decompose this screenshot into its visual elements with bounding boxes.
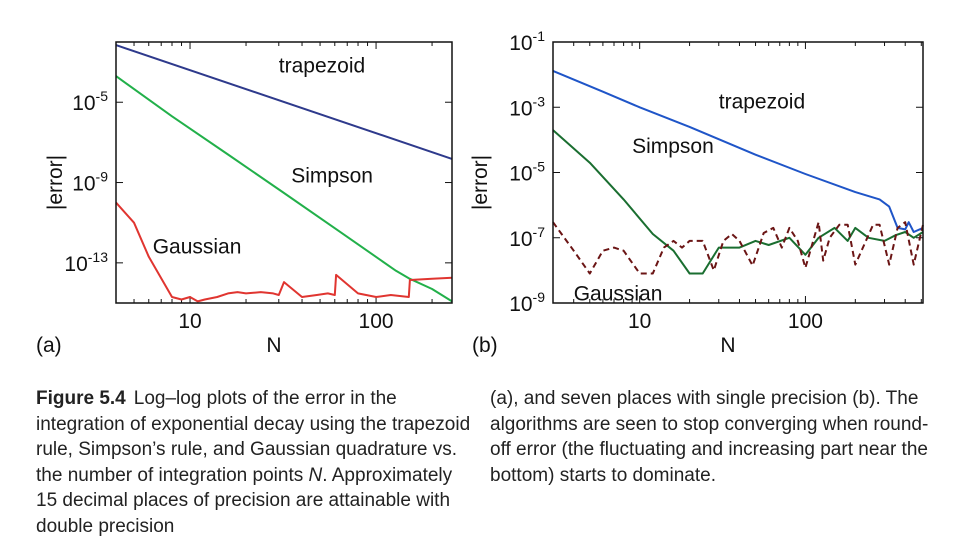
series-label-simpson: Simpson (632, 135, 714, 158)
x-axis-label: N (266, 334, 281, 357)
y-tick-label-exponent: -7 (533, 224, 546, 240)
series-line-gaussian (115, 201, 453, 303)
y-tick-label-base: 10 (509, 32, 532, 55)
plot-frame (552, 41, 924, 304)
y-tick-label-base: 10 (509, 228, 532, 251)
x-axis-label: N (720, 334, 735, 357)
x-tick-label: 10 (628, 310, 651, 333)
y-tick-label-base: 10 (509, 163, 532, 186)
series-line-trapezoid (115, 44, 453, 160)
y-tick-label: 10-7 (509, 224, 545, 251)
y-tick-label-base: 10 (509, 97, 532, 120)
y-tick-label-exponent: -5 (96, 88, 109, 104)
series-label-simpson: Simpson (291, 165, 373, 188)
series-label-gaussian: Gaussian (574, 282, 663, 305)
x-tick-label: 100 (788, 310, 823, 333)
series-line-gaussian (552, 221, 924, 275)
y-tick-label: 10-5 (72, 88, 108, 115)
y-tick-label-exponent: -9 (533, 289, 546, 305)
series-label-trapezoid: trapezoid (279, 55, 365, 78)
figure-label: Figure 5.4 (36, 388, 126, 409)
y-tick-label-exponent: -3 (533, 93, 546, 109)
panel-label: (b) (472, 334, 498, 357)
y-tick-label-exponent: -1 (533, 28, 546, 44)
series-label-trapezoid: trapezoid (719, 91, 805, 114)
y-tick-label: 10-3 (509, 93, 545, 120)
y-tick-label: 10-13 (64, 249, 108, 276)
caption-italic-n: N (308, 464, 323, 486)
y-tick-label-base: 10 (72, 92, 95, 115)
caption-column-right: (a), and seven places with single precis… (490, 388, 929, 486)
panel-label: (a) (36, 334, 62, 357)
series-line-trapezoid (552, 69, 924, 233)
y-axis-label: |error| (469, 155, 492, 210)
y-tick-label-exponent: -9 (96, 169, 109, 185)
y-tick-label: 10-9 (509, 289, 545, 316)
caption-column-left: Figure 5.4 Log–log plots of the error in … (36, 386, 476, 539)
y-tick-label-base: 10 (72, 173, 95, 196)
y-tick-label-base: 10 (64, 253, 87, 276)
y-tick-label: 10-1 (509, 28, 545, 55)
x-tick-label: 10 (178, 310, 201, 333)
y-tick-label: 10-9 (72, 169, 108, 196)
y-tick-label: 10-5 (509, 159, 545, 186)
y-axis-label: |error| (44, 155, 67, 210)
y-tick-label-exponent: -13 (88, 249, 108, 265)
series-line-simpson (552, 129, 924, 275)
caption-text-left-end: . Approximately 15 decimal places of pre… (36, 464, 453, 537)
series-label-gaussian: Gaussian (153, 235, 242, 258)
caption-text-left-start: Log–log plots of the error in the integr… (36, 388, 471, 486)
series-line-simpson (115, 75, 453, 303)
x-tick-label: 100 (359, 310, 394, 333)
plot-frame (115, 41, 453, 304)
y-tick-label-exponent: -5 (533, 159, 546, 175)
y-tick-label-base: 10 (509, 293, 532, 316)
